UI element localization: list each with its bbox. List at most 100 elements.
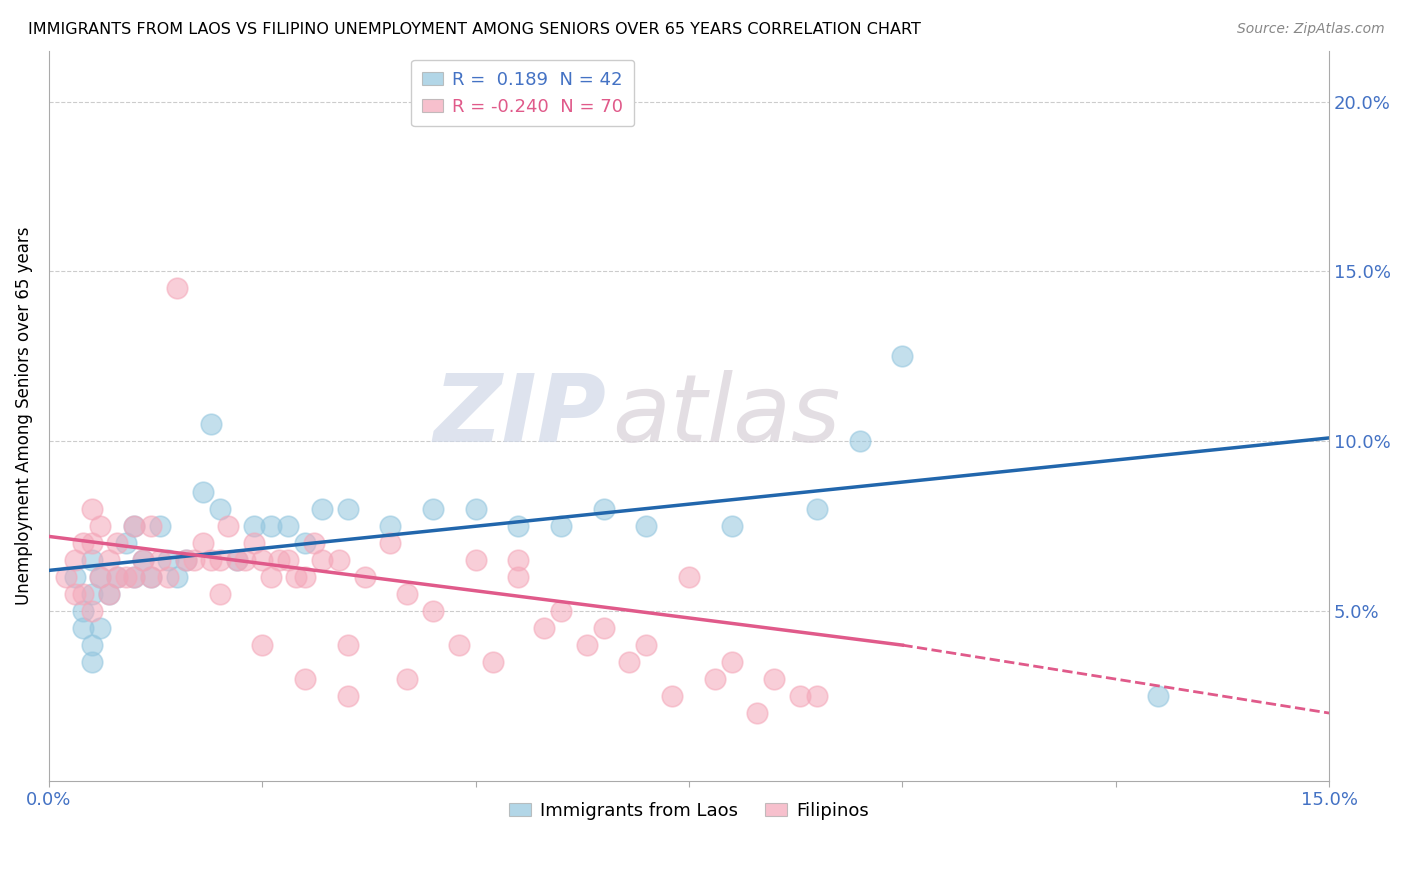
Point <box>260 570 283 584</box>
Point <box>789 689 811 703</box>
Point <box>124 519 146 533</box>
Point <box>63 587 86 601</box>
Point <box>619 655 641 669</box>
Point <box>80 655 103 669</box>
Text: atlas: atlas <box>612 370 841 461</box>
Point <box>678 570 700 584</box>
Point <box>55 570 77 584</box>
Point <box>157 570 180 584</box>
Point <box>114 570 136 584</box>
Point <box>208 502 231 516</box>
Point <box>550 519 572 533</box>
Point <box>89 519 111 533</box>
Point <box>661 689 683 703</box>
Point <box>422 604 444 618</box>
Point <box>114 536 136 550</box>
Point <box>132 553 155 567</box>
Point <box>97 587 120 601</box>
Point <box>806 689 828 703</box>
Point <box>174 553 197 567</box>
Point <box>336 689 359 703</box>
Point <box>141 570 163 584</box>
Point <box>806 502 828 516</box>
Point <box>80 587 103 601</box>
Point <box>72 604 94 618</box>
Point <box>285 570 308 584</box>
Point <box>336 638 359 652</box>
Point <box>481 655 503 669</box>
Point <box>80 553 103 567</box>
Point <box>72 621 94 635</box>
Point <box>89 621 111 635</box>
Point <box>72 536 94 550</box>
Point <box>243 519 266 533</box>
Point <box>208 553 231 567</box>
Point <box>183 553 205 567</box>
Point <box>508 553 530 567</box>
Text: ZIP: ZIP <box>433 370 606 462</box>
Point <box>277 553 299 567</box>
Point <box>157 553 180 567</box>
Point <box>63 570 86 584</box>
Point <box>149 553 172 567</box>
Point <box>124 570 146 584</box>
Point <box>124 519 146 533</box>
Point <box>1147 689 1170 703</box>
Point <box>891 350 914 364</box>
Point <box>225 553 247 567</box>
Point <box>447 638 470 652</box>
Point <box>208 587 231 601</box>
Point <box>80 502 103 516</box>
Point <box>124 570 146 584</box>
Point <box>252 553 274 567</box>
Point <box>149 519 172 533</box>
Point <box>747 706 769 720</box>
Point <box>80 604 103 618</box>
Point <box>80 638 103 652</box>
Point <box>233 553 256 567</box>
Point <box>422 502 444 516</box>
Point <box>166 570 188 584</box>
Point <box>141 519 163 533</box>
Point <box>636 519 658 533</box>
Point <box>63 553 86 567</box>
Point <box>252 638 274 652</box>
Point <box>132 553 155 567</box>
Point <box>508 570 530 584</box>
Point <box>763 672 786 686</box>
Text: IMMIGRANTS FROM LAOS VS FILIPINO UNEMPLOYMENT AMONG SENIORS OVER 65 YEARS CORREL: IMMIGRANTS FROM LAOS VS FILIPINO UNEMPLO… <box>28 22 921 37</box>
Point <box>105 570 128 584</box>
Point <box>174 553 197 567</box>
Point <box>294 672 316 686</box>
Point <box>311 553 333 567</box>
Point <box>302 536 325 550</box>
Point <box>353 570 375 584</box>
Point <box>703 672 725 686</box>
Point <box>464 553 486 567</box>
Point <box>294 536 316 550</box>
Point <box>243 536 266 550</box>
Point <box>550 604 572 618</box>
Point <box>508 519 530 533</box>
Point <box>592 621 614 635</box>
Point <box>848 434 870 449</box>
Text: Source: ZipAtlas.com: Source: ZipAtlas.com <box>1237 22 1385 37</box>
Point <box>217 519 239 533</box>
Point <box>105 536 128 550</box>
Point <box>396 672 419 686</box>
Point <box>72 587 94 601</box>
Point <box>97 553 120 567</box>
Point <box>336 502 359 516</box>
Point <box>89 570 111 584</box>
Point <box>269 553 291 567</box>
Point <box>166 281 188 295</box>
Point <box>720 655 742 669</box>
Point <box>191 485 214 500</box>
Point <box>141 570 163 584</box>
Point <box>260 519 283 533</box>
Point <box>592 502 614 516</box>
Point <box>575 638 598 652</box>
Point <box>200 417 222 432</box>
Point <box>533 621 555 635</box>
Point <box>97 587 120 601</box>
